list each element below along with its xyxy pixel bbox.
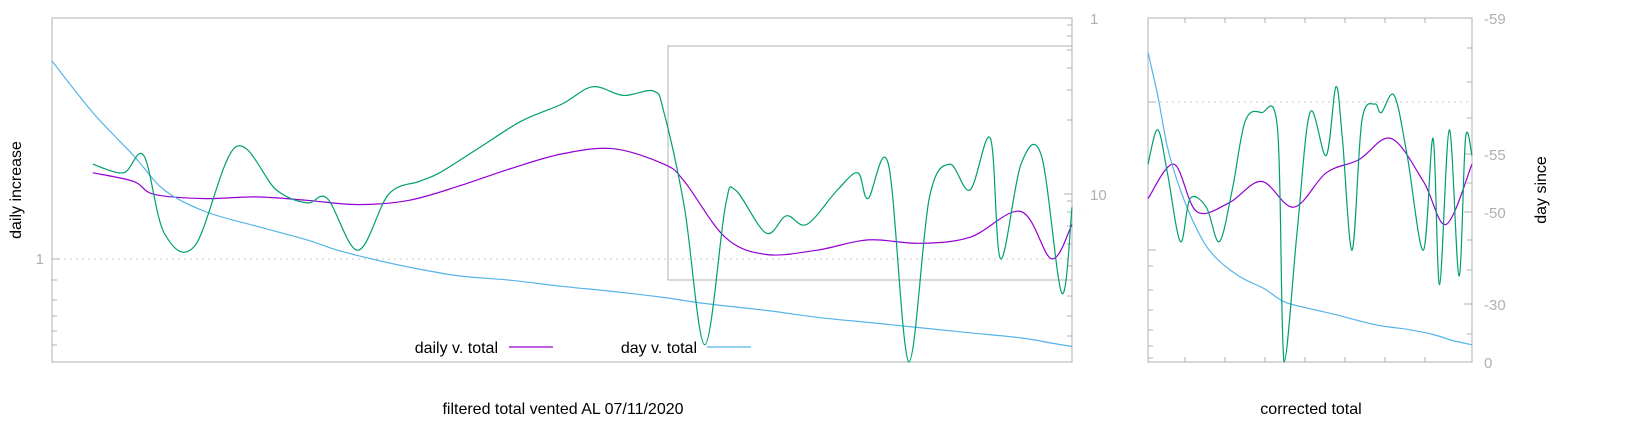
main-left-tick-label-1: 1 [36,251,44,268]
side-left-ticks [1148,101,1156,359]
side-series-group [1147,52,1473,363]
main-plot-frame [51,17,1073,363]
side-right-tick-label-m30: -30 [1484,297,1506,314]
main-xlabel: filtered total vented AL 07/11/2020 [442,401,683,418]
side-right-tick-label-0: 0 [1484,355,1492,372]
side-right-ticks [1464,17,1472,363]
side-series-line-1 [1147,52,1473,346]
main-legend: daily v. total day v. total [415,340,751,357]
main-series-group [51,60,1073,363]
side-plot-frame [1147,17,1473,363]
legend-label-day: day v. total [621,340,697,357]
main-series-line-0 [92,147,1073,260]
main-inset-box [667,45,1073,281]
side-series-line-0 [1147,137,1473,226]
side-xlabel: corrected total [1260,401,1361,418]
side-right-tick-label-m50: -50 [1484,205,1506,222]
main-left-ticks [52,258,60,346]
main-right-ticks [1064,17,1072,337]
side-right-tick-label-m55: -55 [1484,147,1506,164]
main-series-line-2 [92,86,1073,363]
main-series-line-1 [51,60,1073,348]
main-right-tick-label-1: 1 [1090,11,1098,28]
legend-label-daily: daily v. total [415,340,498,357]
main-ylabel: daily increase [8,141,25,239]
side-bottom-ticks [1184,18,1426,362]
side-series-line-2 [1147,86,1473,363]
main-right-tick-label-10: 10 [1090,187,1107,204]
side-right-tick-label-m59: -59 [1484,11,1506,28]
side-ylabel-right: day since [1533,156,1550,224]
